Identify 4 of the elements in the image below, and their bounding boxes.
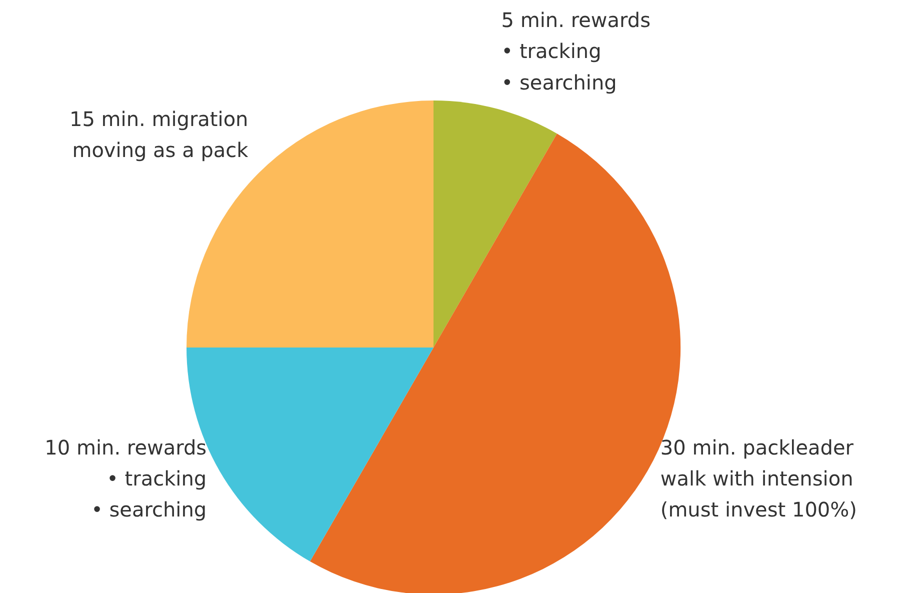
slice-label: 15 min. migration moving as a pack [69,107,249,162]
slice-label: 5 min. rewards • tracking • searching [501,8,651,94]
slice-label: 10 min. rewards • tracking • searching [44,435,207,522]
slice-label: 30 min. packleader walk with intension (must invest 100%) [660,435,857,522]
